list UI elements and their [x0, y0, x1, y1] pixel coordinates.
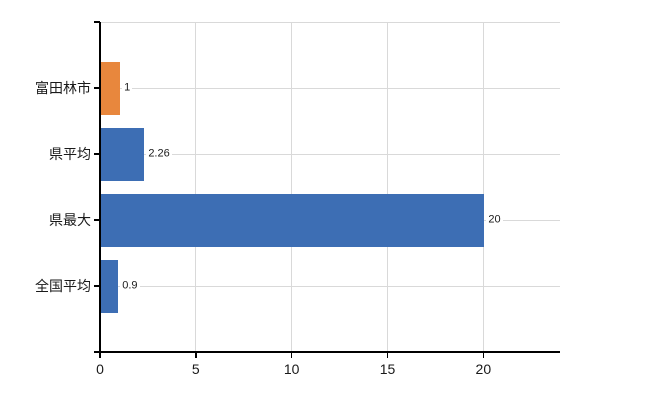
y-axis-tick [94, 21, 100, 23]
x-tick-label: 20 [475, 361, 492, 377]
category-label: 県平均 [49, 146, 91, 162]
gridline-vertical [195, 22, 197, 352]
y-axis-tick [94, 285, 100, 287]
x-axis-tick [195, 352, 197, 358]
gridline-vertical [482, 22, 484, 352]
y-axis-tick [94, 219, 100, 221]
y-axis-tick [94, 153, 100, 155]
category-label: 富田林市 [35, 80, 91, 96]
x-axis-tick [290, 352, 293, 358]
y-axis-line [99, 22, 101, 358]
bar-value-label: 2.26 [146, 147, 172, 161]
x-tick-label: 5 [191, 361, 200, 377]
x-tick-label: 0 [96, 361, 104, 377]
gridline-vertical [387, 22, 388, 352]
x-axis-line [94, 351, 560, 353]
bar [101, 61, 121, 115]
gridline-horizontal [100, 87, 560, 89]
gridline-horizontal [100, 285, 560, 287]
bar-value-label: 0.9 [120, 279, 140, 293]
gridline-horizontal [100, 153, 560, 155]
x-tick-label: 15 [379, 361, 396, 377]
y-axis-tick [94, 87, 100, 89]
bar [101, 259, 119, 313]
x-tick-label: 10 [283, 361, 300, 377]
category-label: 県最大 [49, 212, 91, 228]
plot-top-border [100, 22, 560, 23]
bar [101, 127, 145, 181]
x-axis-tick [482, 352, 485, 358]
category-label: 全国平均 [35, 278, 91, 294]
x-axis-tick [386, 352, 389, 358]
bar-value-label: 1 [122, 81, 133, 95]
bar-value-label: 20 [486, 213, 503, 227]
gridline-vertical [291, 22, 293, 352]
bar [101, 193, 485, 247]
